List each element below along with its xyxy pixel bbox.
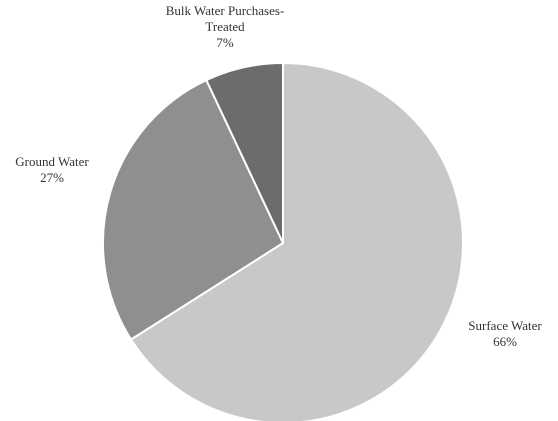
slice-pct-bulk-water: 7%	[216, 35, 234, 50]
slice-label-ground-water-name: Ground Water	[15, 154, 89, 169]
slice-label-surface-water: Surface Water 66%	[452, 318, 558, 350]
slice-label-surface-water-name: Surface Water	[468, 318, 542, 333]
slice-bulk-water	[205, 61, 284, 244]
slice-label-bulk-water-line1: Bulk Water Purchases-	[165, 3, 285, 18]
slice-label-bulk-water: Bulk Water Purchases- Treated 7%	[130, 3, 320, 51]
slice-label-ground-water: Ground Water 27%	[0, 154, 104, 186]
slice-surface-water	[129, 61, 464, 421]
slice-label-bulk-water-line2: Treated	[205, 19, 245, 34]
slice-ground-water	[102, 78, 285, 341]
slice-pct-ground-water: 27%	[40, 170, 64, 185]
slice-pct-surface-water: 66%	[493, 334, 517, 349]
